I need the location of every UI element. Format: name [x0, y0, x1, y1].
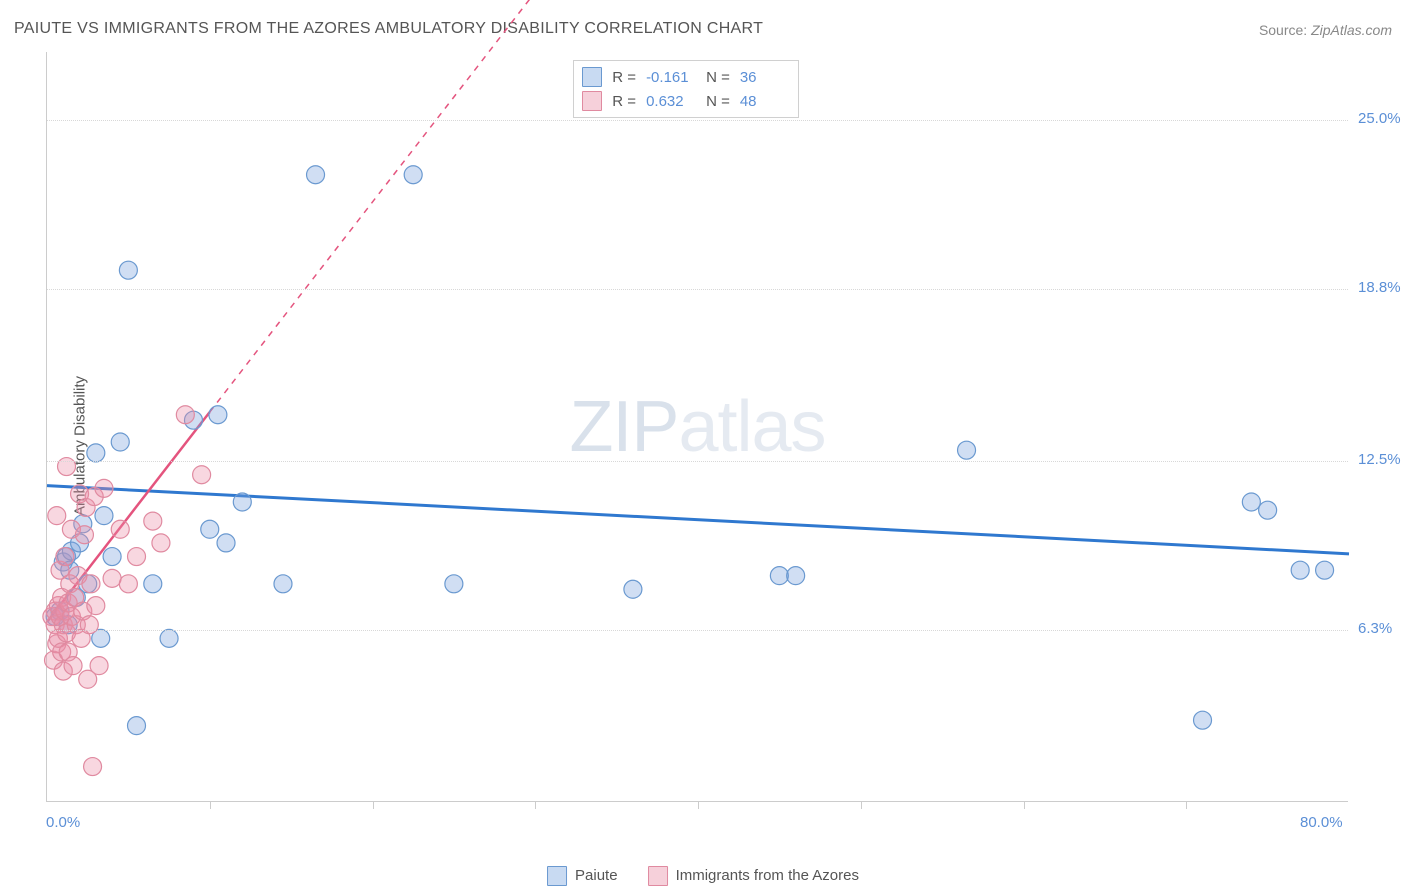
y-tick-label: 18.8% — [1358, 279, 1401, 296]
y-tick-label: 25.0% — [1358, 110, 1401, 127]
stats-r-label: R = — [612, 93, 636, 110]
correlation-stats-box: R = -0.161 N = 36 R = 0.632 N = 48 — [573, 60, 799, 118]
gridline-h — [47, 461, 1348, 462]
stats-row: R = 0.632 N = 48 — [582, 89, 790, 113]
source-prefix: Source: — [1259, 22, 1311, 38]
x-tick — [1024, 801, 1025, 809]
stats-r-value: 0.632 — [646, 93, 696, 110]
legend-label-azores: Immigrants from the Azores — [676, 867, 859, 884]
gridline-h — [47, 120, 1348, 121]
swatch-paiute — [547, 866, 567, 886]
y-tick-label: 6.3% — [1358, 620, 1392, 637]
x-tick-label: 0.0% — [46, 814, 80, 831]
plot-svg — [47, 52, 1348, 801]
legend-item-azores: Immigrants from the Azores — [648, 866, 859, 886]
source-name: ZipAtlas.com — [1311, 22, 1392, 38]
bottom-legend: Paiute Immigrants from the Azores — [547, 866, 859, 886]
x-tick — [698, 801, 699, 809]
x-tick-label: 80.0% — [1300, 814, 1343, 831]
swatch-azores — [648, 866, 668, 886]
x-tick — [861, 801, 862, 809]
y-tick-label: 12.5% — [1358, 451, 1401, 468]
legend-label-paiute: Paiute — [575, 867, 618, 884]
gridline-h — [47, 630, 1348, 631]
scatter-plot: ZIPatlas — [46, 52, 1348, 802]
stats-n-value: 36 — [740, 69, 790, 86]
x-tick — [1186, 801, 1187, 809]
stats-n-value: 48 — [740, 93, 790, 110]
chart-title: PAIUTE VS IMMIGRANTS FROM THE AZORES AMB… — [14, 20, 763, 38]
x-tick — [210, 801, 211, 809]
stats-swatch — [582, 67, 602, 87]
stats-swatch — [582, 91, 602, 111]
source-attribution: Source: ZipAtlas.com — [1259, 22, 1392, 38]
x-tick — [535, 801, 536, 809]
stats-r-label: R = — [612, 69, 636, 86]
stats-r-value: -0.161 — [646, 69, 696, 86]
gridline-h — [47, 289, 1348, 290]
stats-n-label: N = — [706, 93, 730, 110]
stats-n-label: N = — [706, 69, 730, 86]
legend-item-paiute: Paiute — [547, 866, 618, 886]
stats-row: R = -0.161 N = 36 — [582, 65, 790, 89]
x-tick — [373, 801, 374, 809]
